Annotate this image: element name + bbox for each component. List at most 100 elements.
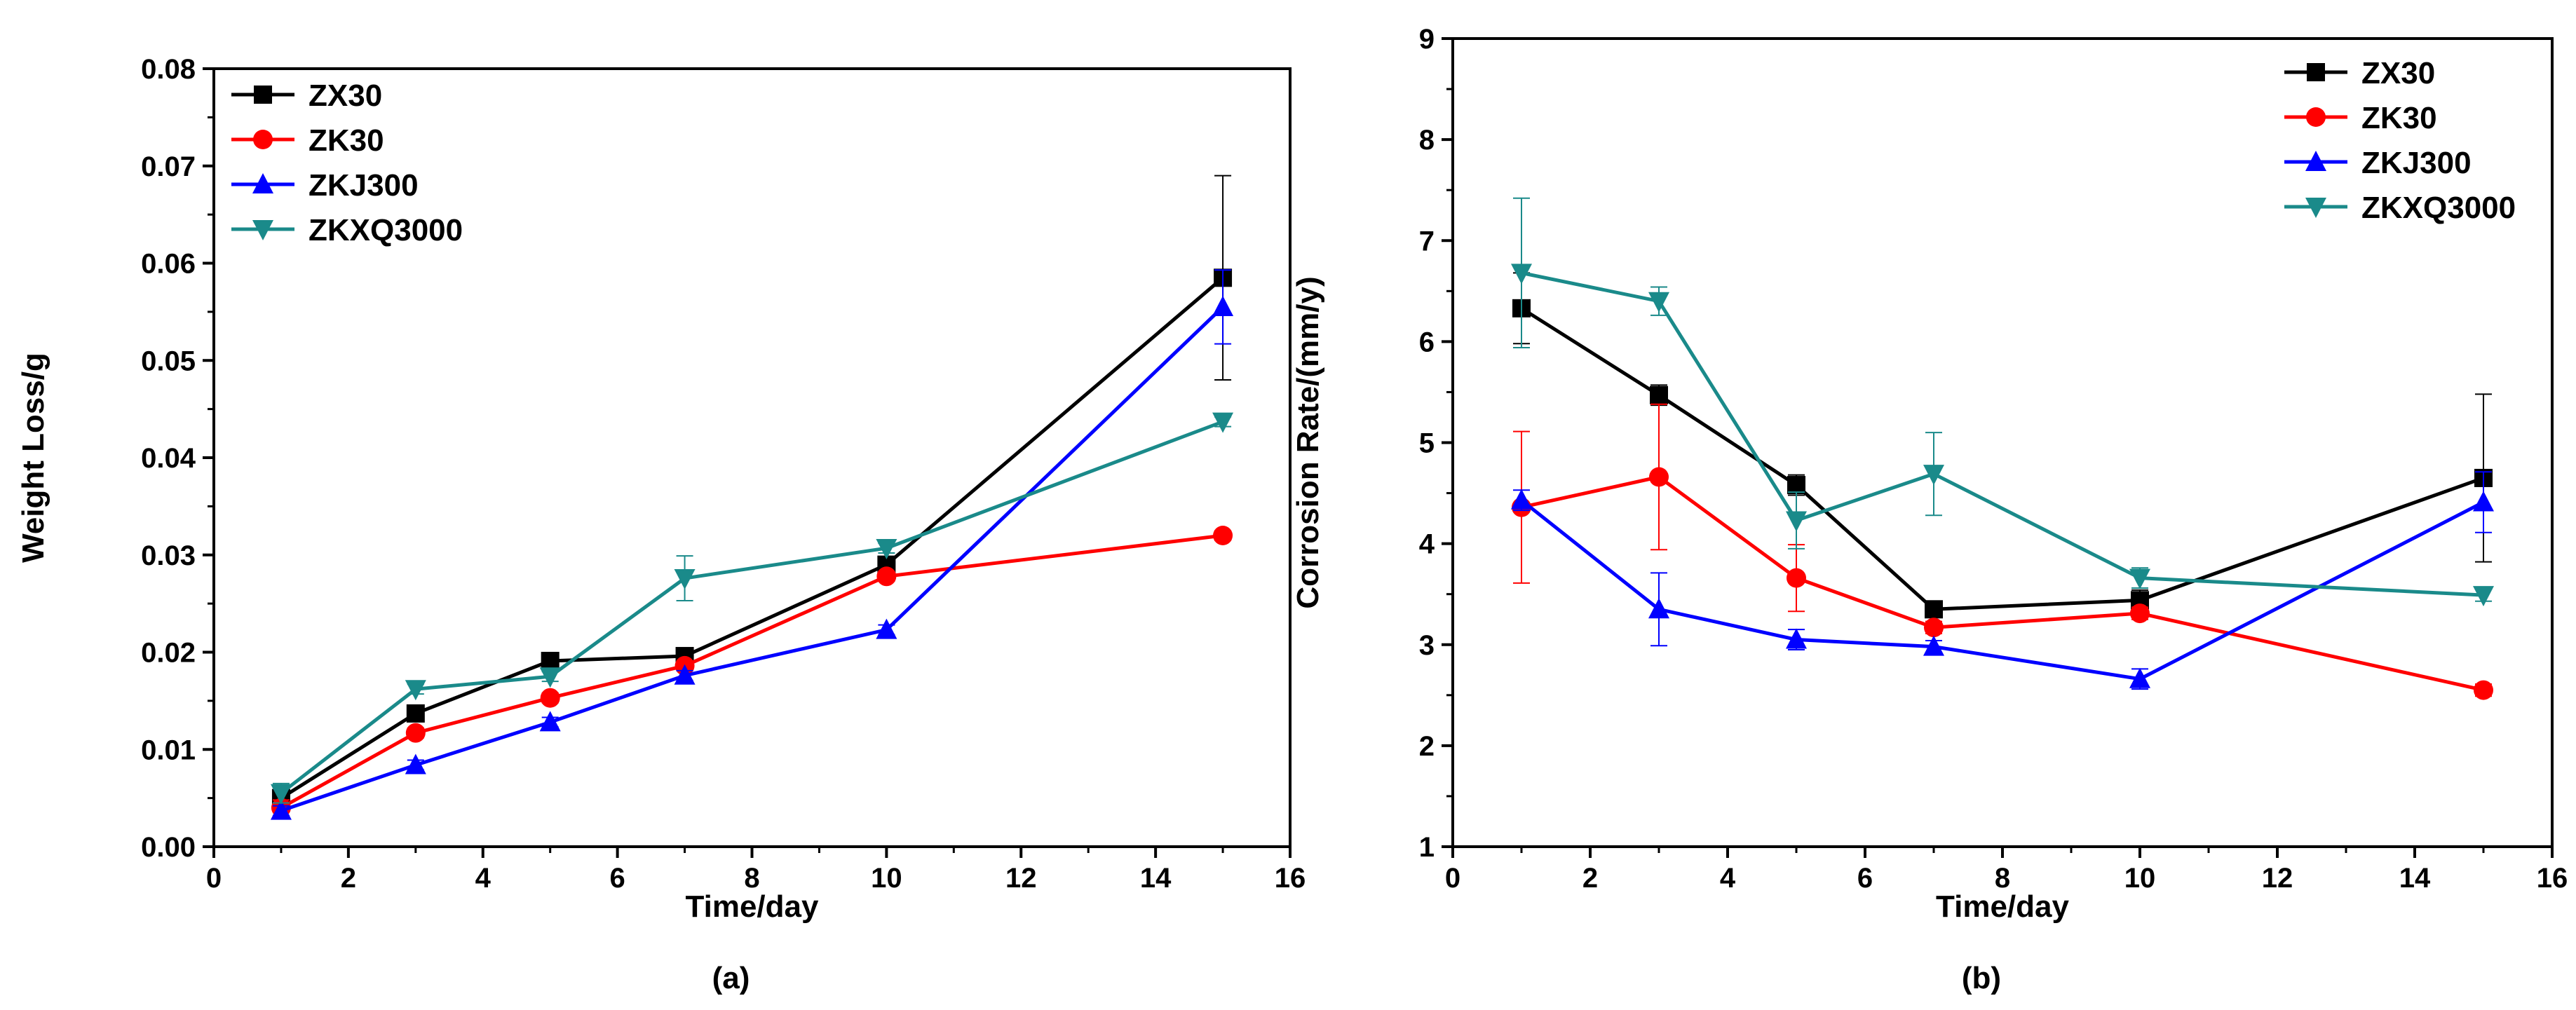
data-point (2130, 603, 2150, 624)
y-tick-label: 0.02 (141, 638, 196, 669)
x-tick-label: 8 (1995, 863, 2010, 894)
x-tick-label: 6 (610, 863, 625, 894)
data-point (1924, 617, 1944, 638)
series-zk30 (1512, 403, 2493, 700)
series-zkj300 (270, 269, 1234, 820)
data-point (539, 711, 561, 732)
y-tick-label: 5 (1419, 428, 1435, 459)
y-tick-label: 4 (1419, 529, 1435, 560)
data-point (541, 651, 560, 670)
data-point (1786, 511, 1807, 532)
data-point (674, 569, 696, 590)
legend-entry: ZK30 (231, 123, 384, 158)
data-point (674, 664, 696, 685)
data-point (2473, 491, 2494, 512)
data-point (1787, 476, 1805, 495)
x-tick-label: 10 (2124, 863, 2156, 894)
x-tick-label: 12 (2262, 863, 2293, 894)
x-tick-label: 16 (1275, 863, 1306, 894)
data-point (270, 784, 292, 805)
series-zkj300 (1511, 471, 2494, 690)
data-point (2305, 151, 2326, 171)
series-line (280, 306, 1224, 813)
y-axis-title-a: Weight Loss/g (16, 353, 50, 563)
legend-label: ZKXQ3000 (309, 213, 463, 247)
series-zkxq3000 (1511, 197, 2494, 607)
data-point (539, 667, 561, 688)
y-tick-label: 1 (1419, 832, 1435, 863)
x-tick-label: 16 (2537, 863, 2568, 894)
data-point (1923, 465, 1944, 486)
data-point (1213, 526, 1233, 545)
chart-panel-a: 0 2 4 6 8 10 12 14 16 0.00 0.01 0.02 0.03 0.04 0.05 0.0… (16, 54, 1306, 995)
legend-swatch (2284, 63, 2347, 81)
data-point (2473, 586, 2494, 607)
data-point (2129, 667, 2150, 688)
data-point (1923, 635, 1944, 656)
legend-swatch (231, 220, 294, 240)
legend-entry: ZKJ300 (2284, 146, 2472, 180)
legend-entry: ZX30 (231, 79, 382, 113)
data-point (406, 704, 425, 723)
data-point (1648, 292, 1669, 313)
legend-swatch (231, 86, 294, 104)
x-tick-label: 4 (475, 863, 492, 894)
data-point (405, 753, 426, 774)
data-point (2129, 568, 2150, 589)
y-tick-label: 7 (1419, 226, 1435, 257)
legend-label: ZX30 (309, 79, 382, 113)
data-point (2305, 198, 2326, 218)
legend-swatch (231, 173, 294, 193)
data-point (1786, 628, 1807, 649)
series-line (1521, 475, 2484, 692)
data-point (1511, 264, 1532, 285)
legend-entry: ZKJ300 (231, 168, 419, 203)
data-point (253, 130, 273, 149)
data-point (1925, 600, 1943, 619)
legend-a: ZX30 ZK30 ZKJ300 ZKXQ3000 (231, 79, 463, 247)
data-point (254, 86, 272, 104)
series-line (1520, 498, 2485, 681)
data-point (540, 688, 560, 708)
y-tick-label: 0.01 (141, 735, 196, 765)
x-tick-label: 14 (1140, 863, 1172, 894)
panel-label-b: (b) (1962, 961, 2001, 995)
series-line (280, 533, 1223, 810)
x-tick-label: 2 (1582, 863, 1598, 894)
data-point (252, 173, 273, 193)
data-point (1648, 598, 1669, 619)
series-line (280, 420, 1223, 795)
legend-label: ZX30 (2361, 56, 2435, 90)
series-line (280, 276, 1224, 800)
data-point (1650, 385, 1668, 404)
x-axis-title-b: Time/day (1936, 889, 2069, 924)
y-axis-title-b: Corrosion Rate/(mm/y) (1291, 276, 1325, 608)
series-zkxq3000 (270, 412, 1234, 805)
x-tick-label: 14 (2399, 863, 2431, 894)
legend-swatch (2284, 151, 2347, 171)
y-tick-label: 0.04 (141, 443, 196, 474)
y-tick-label: 0.06 (141, 249, 196, 280)
legend-b: ZX30 ZK30 ZKJ300 ZKXQ3000 (2284, 56, 2516, 225)
legend-entry: ZK30 (2284, 101, 2437, 135)
y-tick-label: 6 (1419, 327, 1435, 357)
series-line (1521, 271, 2484, 597)
plot-area-a (270, 175, 1234, 820)
y-tick-label: 0.03 (141, 540, 196, 571)
data-point (252, 220, 273, 240)
legend-entry: ZX30 (2284, 56, 2435, 90)
data-point (876, 566, 897, 587)
y-tick-label: 0.07 (141, 151, 196, 182)
axes-a: 0 2 4 6 8 10 12 14 16 0.00 0.01 0.02 0.03 0.04 0.05 0.0… (141, 54, 1306, 894)
data-point (876, 618, 897, 639)
x-tick-label: 2 (341, 863, 356, 894)
y-tick-label: 8 (1419, 125, 1435, 156)
legend-swatch (2284, 107, 2347, 127)
y-tick-label: 9 (1419, 24, 1435, 55)
y-tick-label: 0.08 (141, 54, 196, 85)
x-axis-title-a: Time/day (686, 889, 819, 924)
y-tick-label: 0.05 (141, 346, 196, 376)
